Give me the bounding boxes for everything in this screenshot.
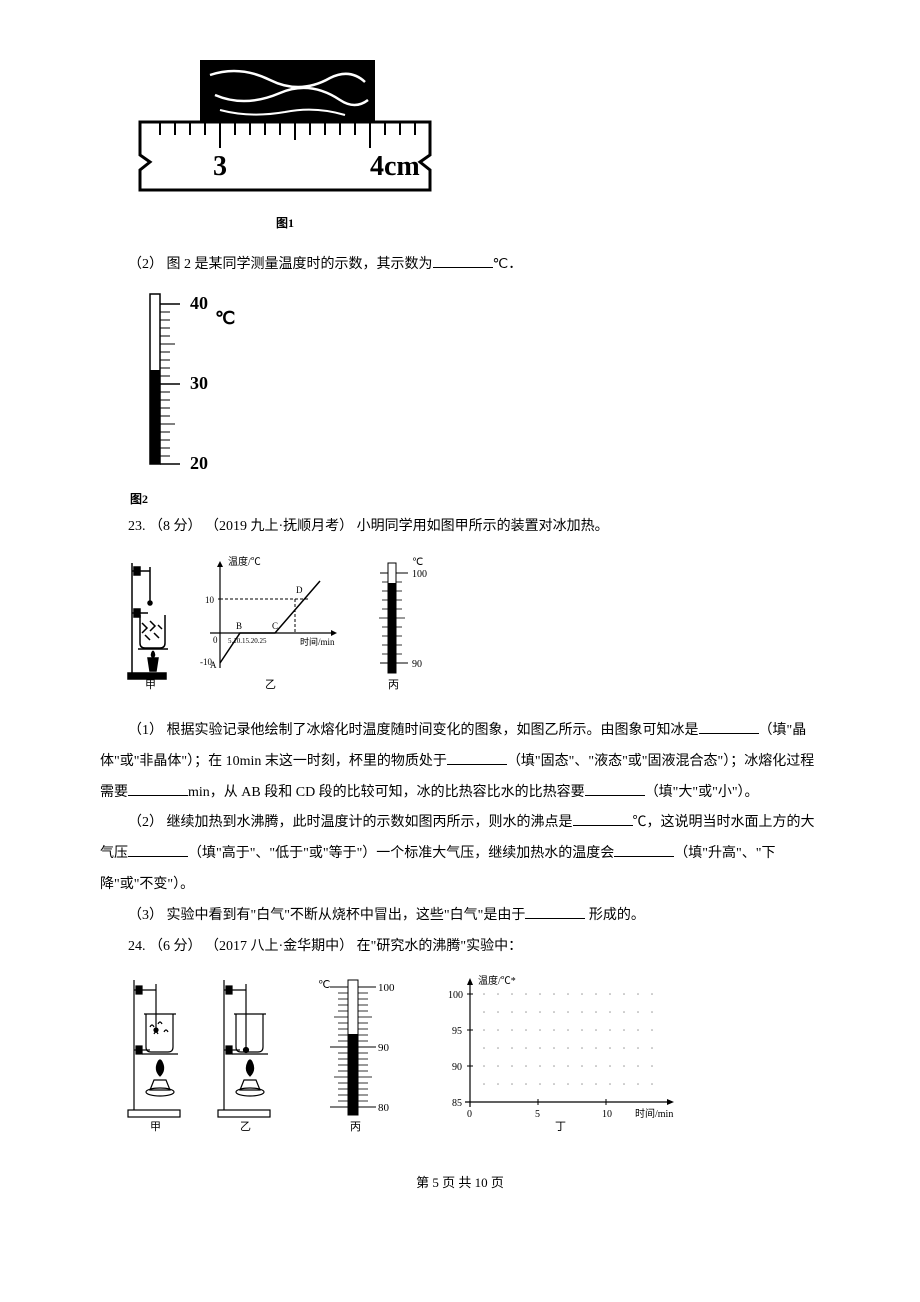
q24-svg: 甲 乙 ℃ xyxy=(120,972,690,1132)
figure-q23: 甲 温度/℃ 时间/min 10 -10 0 5.10.15.20.25 xyxy=(120,553,450,706)
figure-ruler: 3 4cm xyxy=(130,60,440,200)
q23-sublabel-a: 甲 xyxy=(145,679,156,691)
q23-p2-blank1[interactable] xyxy=(573,811,633,826)
q23-p2: （2） 继续加热到水沸腾，此时温度计的示数如图丙所示，则水的沸点是℃，这说明当时… xyxy=(100,808,820,900)
q2-unit: ℃． xyxy=(493,257,523,272)
svg-text:B: B xyxy=(236,621,242,631)
ruler-svg: 3 4cm xyxy=(130,60,440,200)
svg-text:100: 100 xyxy=(412,569,427,580)
thermo-label-30: 30 xyxy=(190,373,208,393)
svg-text:丙: 丙 xyxy=(388,679,399,691)
q24-header: 24. （6 分） （2017 八上·金华期中） 在"研究水的沸腾"实验中： xyxy=(100,932,820,963)
q23-header: 23. （8 分） （2019 九上·抚顺月考） 小明同学用如图甲所示的装置对冰… xyxy=(100,512,820,543)
q23-p1-blank4[interactable] xyxy=(585,781,645,796)
svg-text:90: 90 xyxy=(452,1062,462,1073)
q23-intro: 小明同学用如图甲所示的装置对冰加热。 xyxy=(357,519,609,534)
figure-q24: 甲 乙 ℃ xyxy=(120,972,690,1145)
svg-text:℃: ℃ xyxy=(412,557,423,568)
svg-text:温度/℃*: 温度/℃* xyxy=(478,974,516,987)
svg-text:90: 90 xyxy=(412,659,422,670)
q2-blank[interactable] xyxy=(433,253,493,268)
footer-suffix: 页 xyxy=(488,1175,504,1190)
page-footer: 第 5 页 共 10 页 xyxy=(0,1165,920,1198)
svg-text:D: D xyxy=(296,585,303,595)
q2-prefix: （2） 图 2 是某同学测量温度时的示数，其示数为 xyxy=(128,257,433,272)
q23-points: （8 分） xyxy=(149,519,202,534)
q23-p2-blank2[interactable] xyxy=(128,842,188,857)
svg-text:100: 100 xyxy=(378,982,395,994)
svg-text:时间/min: 时间/min xyxy=(300,636,335,647)
svg-text:10: 10 xyxy=(602,1109,612,1120)
q24-source: （2017 八上·金华期中） xyxy=(205,939,353,954)
q23-p1-blank3[interactable] xyxy=(128,781,188,796)
svg-text:丁: 丁 xyxy=(555,1121,566,1132)
footer-total: 10 xyxy=(475,1175,488,1190)
footer-prefix: 第 xyxy=(416,1175,432,1190)
q23-p2-t1: （2） 继续加热到水沸腾，此时温度计的示数如图丙所示，则水的沸点是 xyxy=(128,815,573,830)
svg-text:95: 95 xyxy=(452,1026,462,1037)
svg-text:100: 100 xyxy=(448,990,463,1001)
q24-sublabel-b: 乙 xyxy=(240,1120,251,1132)
figure-thermometer: 40 ℃ 30 20 xyxy=(120,289,240,482)
q23-source: （2019 九上·抚顺月考） xyxy=(205,519,353,534)
svg-text:时间/min: 时间/min xyxy=(635,1107,673,1120)
q23-svg: 甲 温度/℃ 时间/min 10 -10 0 5.10.15.20.25 xyxy=(120,553,450,693)
q23-p3-blank1[interactable] xyxy=(525,904,585,919)
q24-sublabel-a: 甲 xyxy=(150,1121,161,1132)
svg-text:温度/℃: 温度/℃ xyxy=(228,555,261,568)
thermo-label-20: 20 xyxy=(190,453,208,469)
q23-p1: （1） 根据实验记录他绘制了冰熔化时温度随时间变化的图象，如图乙所示。由图象可知… xyxy=(100,716,820,808)
footer-mid: 页 共 xyxy=(439,1175,475,1190)
q23-p1-blank2[interactable] xyxy=(447,750,507,765)
q23-p1-blank1[interactable] xyxy=(699,719,759,734)
q23-p2-t3: （填"高于"、"低于"或"等于"）一个标准大气压，继续加热水的温度会 xyxy=(188,846,614,861)
svg-text:丙: 丙 xyxy=(350,1121,361,1132)
svg-text:80: 80 xyxy=(378,1102,390,1114)
ruler-label-3: 3 xyxy=(213,151,227,182)
figure1-caption: 图1 xyxy=(130,210,440,236)
q23-p3-t1: （3） 实验中看到有"白气"不断从烧杯中冒出，这些"白气"是由于 xyxy=(128,908,525,923)
q24-number: 24. xyxy=(128,939,146,954)
q23-p3-t2: 形成的。 xyxy=(585,908,645,923)
ruler-label-4: 4cm xyxy=(370,151,420,182)
svg-text:C: C xyxy=(272,621,278,631)
q23-p1-t4: min，从 AB 段和 CD 段的比较可知，冰的比热容比水的比热容要 xyxy=(188,785,585,800)
svg-text:10: 10 xyxy=(205,595,215,605)
thermo-svg: 40 ℃ 30 20 xyxy=(120,289,240,469)
q2-text: （2） 图 2 是某同学测量温度时的示数，其示数为 ℃． xyxy=(100,250,820,281)
q23-number: 23. xyxy=(128,519,146,534)
q24-points: （6 分） xyxy=(149,939,202,954)
svg-text:乙: 乙 xyxy=(265,678,276,691)
svg-text:85: 85 xyxy=(452,1098,462,1109)
svg-text:0: 0 xyxy=(213,635,218,645)
thermo-label-40: 40 xyxy=(190,293,208,313)
q23-p3: （3） 实验中看到有"白气"不断从烧杯中冒出，这些"白气"是由于 形成的。 xyxy=(100,901,820,932)
q24-intro: 在"研究水的沸腾"实验中： xyxy=(357,939,522,954)
q23-p1-t5: （填"大"或"小"）。 xyxy=(645,785,759,800)
svg-text:0: 0 xyxy=(467,1109,472,1120)
svg-text:90: 90 xyxy=(378,1042,390,1054)
q23-p1-t1: （1） 根据实验记录他绘制了冰熔化时温度随时间变化的图象，如图乙所示。由图象可知… xyxy=(128,723,699,738)
svg-text:℃: ℃ xyxy=(318,979,330,991)
svg-text:A: A xyxy=(210,660,217,670)
svg-text:5: 5 xyxy=(535,1109,540,1120)
figure2-caption: 图2 xyxy=(130,486,820,512)
thermo-unit: ℃ xyxy=(215,308,235,328)
q23-p2-blank3[interactable] xyxy=(614,842,674,857)
